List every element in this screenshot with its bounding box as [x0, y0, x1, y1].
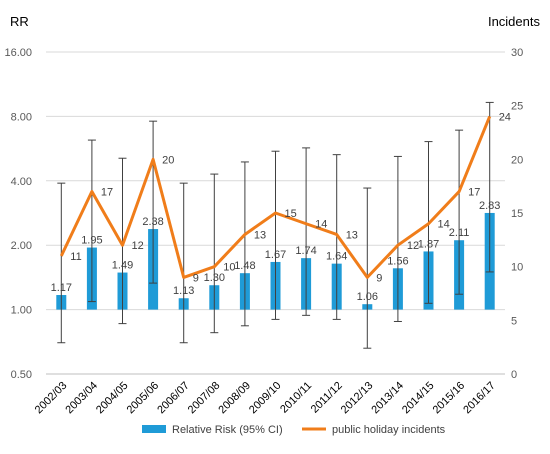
bar-value-label: 1.06 [357, 291, 378, 303]
x-tick-label: 2014/15 [400, 380, 437, 417]
x-tick-label: 2005/06 [125, 380, 162, 417]
x-tick-label: 2015/16 [431, 380, 468, 417]
bar-value-label: 1.74 [295, 245, 316, 257]
x-tick-label: 2016/17 [461, 380, 498, 417]
line-value-label: 12 [407, 240, 419, 252]
line-value-label: 11 [70, 251, 81, 263]
line-value-label: 10 [223, 262, 235, 274]
x-tick-label: 2012/13 [339, 380, 376, 417]
line-value-label: 14 [438, 219, 450, 231]
line-value-label: 14 [315, 219, 327, 231]
x-tick-label: 2011/12 [309, 380, 345, 416]
legend-label-rr: Relative Risk (95% CI) [172, 424, 283, 436]
bar-value-label: 1.67 [265, 249, 286, 261]
line-value-label: 20 [162, 154, 174, 166]
bar-value-label: 1.87 [418, 238, 439, 250]
legend: Relative Risk (95% CI) public holiday inc… [142, 424, 446, 436]
y-left-tick-label: 16.00 [4, 47, 32, 59]
line-value-label: 9 [376, 272, 382, 284]
y-left-tick-label: 1.00 [11, 305, 32, 317]
x-tick-label: 2007/08 [186, 380, 223, 417]
y-right-tick-label: 25 [511, 101, 523, 113]
x-tick-label: 2002/03 [33, 380, 70, 417]
data-labels: 1.17 1.95 1.49 2.38 1.13 1.30 1.48 1.67 1.74 1.64… [51, 111, 511, 303]
line-value-label: 13 [346, 229, 358, 241]
x-tick-label: 2003/04 [63, 380, 100, 417]
bar-value-label: 2.83 [479, 200, 500, 212]
y-right-tick-label: 30 [511, 47, 523, 59]
bar-value-label: 1.17 [51, 282, 72, 294]
y-right-tick-label: 20 [511, 154, 523, 166]
y-left-tick-label: 4.00 [11, 176, 32, 188]
line-value-label: 17 [468, 187, 480, 199]
line-value-label: 12 [132, 240, 144, 252]
bar-value-label: 1.49 [112, 260, 133, 272]
bar-value-label: 1.48 [234, 260, 255, 272]
bar-value-label: 1.30 [204, 272, 225, 284]
line-value-label: 17 [101, 187, 113, 199]
line-series [59, 115, 492, 279]
line-value-label: 15 [285, 208, 297, 220]
x-tick-label: 2009/10 [247, 380, 284, 417]
y-right-tick-label: 10 [511, 262, 523, 274]
y-left-axis-title: RR [10, 14, 29, 29]
y-right-tick-label: 5 [511, 315, 517, 327]
x-tick-label: 2004/05 [94, 380, 131, 417]
y-right-tick-label: 0 [511, 369, 517, 381]
bar-value-label: 2.11 [449, 227, 470, 239]
incidents-line [59, 115, 492, 279]
y-left-tick-label: 0.50 [11, 369, 32, 381]
x-tick-label: 2006/07 [155, 380, 192, 417]
bar-value-label: 1.13 [173, 285, 194, 297]
y-left-tick-label: 2.00 [11, 240, 32, 252]
error-bars [57, 101, 494, 349]
legend-swatch-rr [142, 425, 166, 433]
line-value-label: 9 [193, 272, 199, 284]
x-tick-label: 2010/11 [278, 380, 314, 416]
line-value-label: 13 [254, 229, 266, 241]
y-right-axis-title: Incidents [488, 14, 541, 29]
bar-value-label: 1.64 [326, 251, 347, 263]
x-tick-label: 2008/09 [216, 380, 253, 417]
bar-value-label: 1.95 [81, 235, 102, 247]
line-value-label: 24 [499, 111, 511, 123]
y-right-tick-label: 15 [511, 208, 523, 220]
x-tick-label: 2013/14 [369, 380, 406, 417]
y-left-tick-label: 8.00 [11, 111, 32, 123]
legend-label-incidents: public holiday incidents [332, 424, 446, 436]
bar-value-label: 2.38 [142, 216, 163, 228]
bar-value-label: 1.56 [387, 255, 408, 267]
